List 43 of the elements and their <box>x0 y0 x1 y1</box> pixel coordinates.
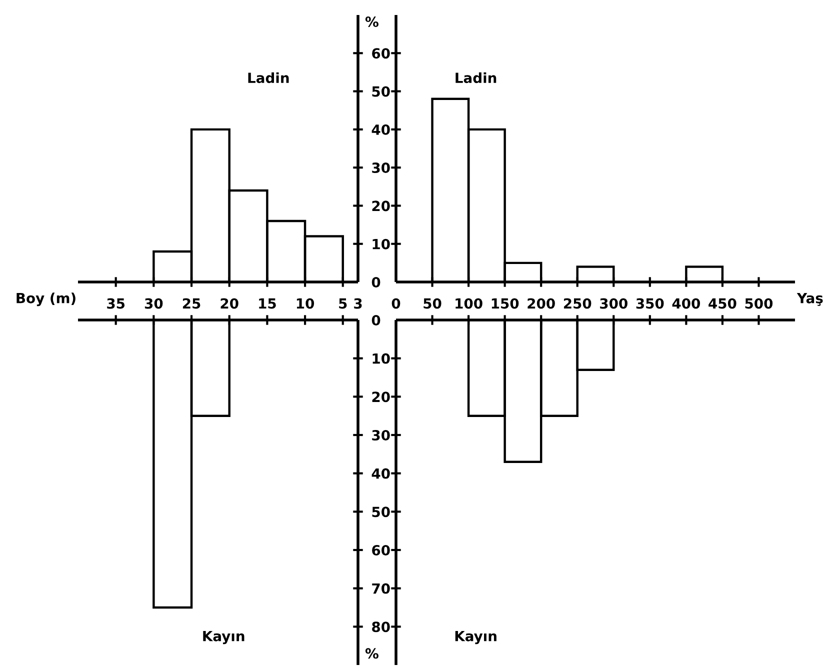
y-tick-label: 20 <box>372 200 390 212</box>
x-tick-label: 450 <box>708 298 736 309</box>
x-tick-label: 250 <box>564 298 592 309</box>
y-tick-label: 30 <box>372 162 390 174</box>
x-tick-label: 25 <box>182 298 200 309</box>
y-axis-title: % <box>365 16 378 28</box>
x-tick-label: 5 <box>339 298 347 309</box>
text: Kayın <box>455 631 496 644</box>
x-tick-label: 10 <box>296 298 314 309</box>
y-tick-label: 20 <box>372 392 390 402</box>
y-tick-label: 40 <box>372 468 390 479</box>
x-axis-title: Boy (m) <box>16 292 76 306</box>
y-tick-label: 40 <box>372 124 390 135</box>
x-tick-label: 300 <box>600 298 628 309</box>
y-axis-title: % <box>365 648 378 659</box>
x-tick-label: 200 <box>528 298 555 309</box>
text: Ladin <box>456 72 496 84</box>
y-tick-label: 0 <box>372 276 380 288</box>
x-tick-label: 350 <box>636 298 664 309</box>
x-tick-label: 3 <box>354 298 362 309</box>
text: Kayın <box>203 631 244 644</box>
x-tick-label: 150 <box>492 298 519 309</box>
y-tick-label: 80 <box>372 622 390 632</box>
y-tick-label: 10 <box>372 238 390 250</box>
y-tick-label: 10 <box>372 353 390 364</box>
x-tick-label: 20 <box>220 298 238 309</box>
x-axis-title: Yaş <box>796 293 823 306</box>
y-tick-label: 50 <box>372 506 390 518</box>
y-tick-label: 50 <box>372 86 390 97</box>
y-tick-label: 60 <box>372 48 390 59</box>
y-tick-label: 30 <box>372 430 390 440</box>
x-tick-label: 35 <box>107 298 125 309</box>
x-tick-label: 500 <box>745 298 773 309</box>
y-tick-label: 0 <box>372 314 380 326</box>
y-tick-label: 60 <box>372 544 390 556</box>
x-tick-label: 50 <box>424 298 442 309</box>
x-tick-label: 30 <box>144 298 163 309</box>
x-tick-label: 100 <box>456 298 482 309</box>
y-tick-label: 70 <box>372 583 390 594</box>
x-tick-label: 400 <box>672 298 700 309</box>
text: Ladin <box>248 72 289 84</box>
x-tick-label: 15 <box>259 298 276 309</box>
x-tick-label: 0 <box>392 298 400 309</box>
